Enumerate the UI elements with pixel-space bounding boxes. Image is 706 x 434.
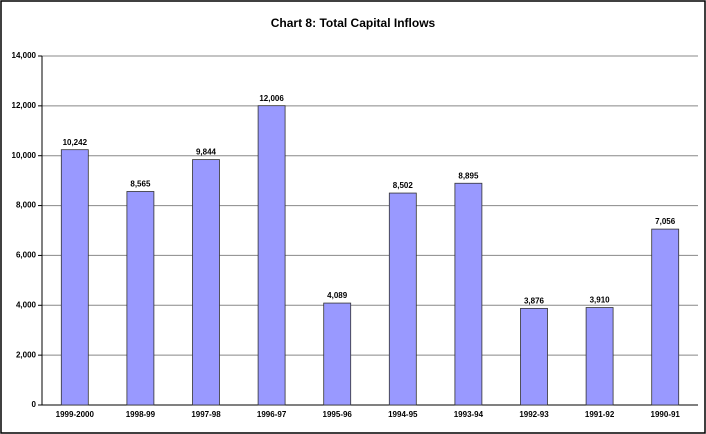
value-label: 7,056 — [655, 217, 676, 226]
bar — [323, 302, 352, 406]
value-label: 4,089 — [327, 291, 348, 300]
value-label: 8,565 — [130, 180, 151, 189]
x-tick-label: 1998-99 — [126, 410, 156, 419]
y-tick-label: 12,000 — [12, 101, 37, 110]
x-tick-label: 1994-95 — [388, 410, 418, 419]
value-label: 8,895 — [458, 171, 479, 180]
value-label: 3,910 — [590, 296, 611, 305]
y-tick-label: 0 — [32, 400, 37, 409]
value-label: 10,242 — [63, 138, 88, 147]
chart-title: Chart 8: Total Capital Inflows — [271, 16, 436, 30]
y-tick-label: 8,000 — [16, 201, 37, 210]
x-tick-label: 1996-97 — [257, 410, 287, 419]
bar — [126, 191, 155, 406]
y-tick-label: 2,000 — [16, 350, 37, 359]
bar — [651, 228, 680, 406]
x-tick-label: 1992-93 — [519, 410, 549, 419]
x-tick-label: 1991-92 — [585, 410, 615, 419]
y-tick-label: 4,000 — [16, 300, 37, 309]
value-label: 12,006 — [259, 94, 284, 103]
x-tick-label: 1995-96 — [323, 410, 353, 419]
bar — [454, 182, 483, 406]
x-tick-label: 1990-91 — [651, 410, 681, 419]
y-tick-label: 10,000 — [12, 151, 37, 160]
bar — [60, 149, 89, 406]
bar — [257, 105, 286, 406]
value-label: 8,502 — [393, 181, 414, 190]
value-label: 9,844 — [196, 148, 217, 157]
y-tick-label: 14,000 — [12, 51, 37, 60]
bar — [192, 159, 220, 406]
x-tick-label: 1997-98 — [191, 410, 221, 419]
y-tick-label: 6,000 — [16, 251, 37, 260]
bar — [585, 307, 614, 406]
bar — [388, 192, 417, 406]
x-tick-label: 1993-94 — [454, 410, 484, 419]
x-tick-label: 1999-2000 — [56, 410, 95, 419]
bar — [520, 307, 548, 406]
value-label: 3,876 — [524, 296, 545, 305]
